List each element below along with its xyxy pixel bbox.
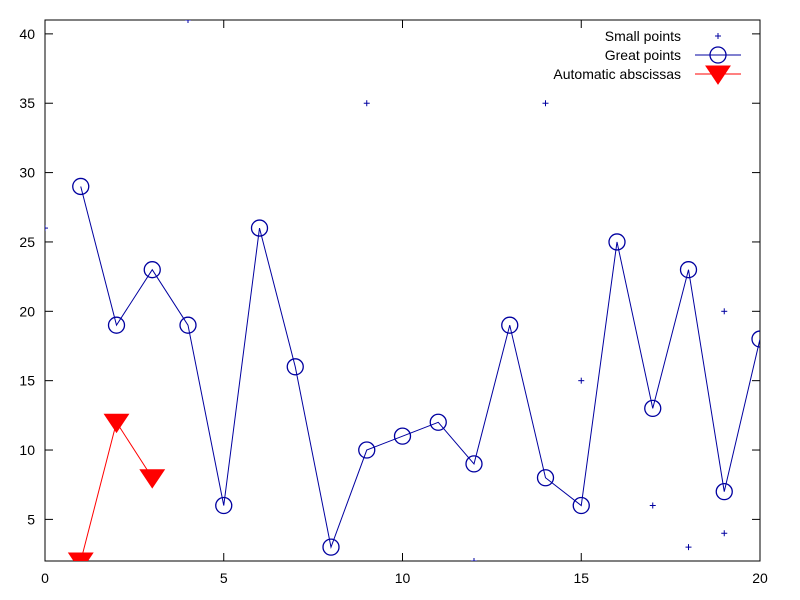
series-layer bbox=[45, 20, 760, 561]
legend: Small points Great points Automatic abscis… bbox=[553, 28, 741, 85]
great-points-line bbox=[80, 186, 760, 549]
y-tick-label: 25 bbox=[19, 234, 35, 250]
small-points-point bbox=[363, 100, 370, 107]
series-great-points bbox=[72, 177, 760, 556]
small-points-point bbox=[721, 530, 728, 537]
x-tick-label: 5 bbox=[220, 570, 228, 586]
great-points-point bbox=[751, 330, 760, 348]
great-points-point bbox=[215, 496, 233, 515]
great-points-point bbox=[250, 219, 269, 237]
automatic-abscissas-point bbox=[67, 552, 94, 561]
great-points-point bbox=[429, 413, 447, 431]
legend-label-small-points: Small points bbox=[605, 28, 681, 44]
legend-marker-great-points bbox=[709, 46, 727, 64]
y-tick-label: 5 bbox=[27, 511, 35, 527]
series-small-points bbox=[45, 20, 728, 561]
great-points-point bbox=[572, 496, 590, 515]
small-points-point bbox=[721, 308, 728, 315]
small-points-point bbox=[578, 377, 585, 384]
legend-marker-automatic-abscissas bbox=[705, 65, 731, 85]
automatic-abscissas-line bbox=[80, 421, 153, 561]
legend-label-great-points: Great points bbox=[605, 47, 681, 63]
great-points-point bbox=[536, 469, 555, 487]
great-points-point bbox=[179, 316, 197, 334]
great-points-point bbox=[465, 455, 483, 473]
x-tick-label: 0 bbox=[41, 570, 49, 586]
great-points-point bbox=[322, 538, 340, 556]
automatic-abscissas-point bbox=[103, 413, 130, 434]
y-tick-label: 15 bbox=[19, 373, 35, 389]
y-tick-label: 10 bbox=[19, 442, 35, 458]
small-points-point bbox=[649, 502, 656, 509]
great-points-point bbox=[143, 261, 161, 279]
series-automatic-abscissas bbox=[67, 413, 166, 561]
y-tick-label: 30 bbox=[19, 165, 35, 181]
y-tick-label: 40 bbox=[19, 26, 35, 42]
y-tick-label: 35 bbox=[19, 95, 35, 111]
great-points-point bbox=[715, 482, 733, 501]
small-points-point bbox=[185, 20, 191, 23]
x-tick-label: 20 bbox=[752, 570, 768, 586]
small-points-point bbox=[542, 100, 549, 107]
y-tick-label: 20 bbox=[19, 303, 35, 319]
x-tick-label: 15 bbox=[573, 570, 589, 586]
great-points-point bbox=[501, 316, 519, 334]
great-points-point bbox=[644, 399, 662, 418]
great-points-point bbox=[393, 427, 412, 445]
great-points-point bbox=[608, 233, 626, 251]
small-points-point bbox=[685, 544, 692, 551]
great-points-point bbox=[72, 177, 90, 196]
great-points-point bbox=[358, 441, 376, 459]
automatic-abscissas-point bbox=[139, 469, 166, 489]
great-points-point bbox=[107, 316, 126, 334]
x-tick-label: 10 bbox=[395, 570, 411, 586]
axis-ticks: 0 5 10 15 20 5 10 15 20 25 30 35 40 bbox=[19, 20, 768, 586]
great-points-point bbox=[286, 358, 304, 376]
small-points-point bbox=[45, 225, 48, 232]
legend-marker-small-points bbox=[715, 33, 721, 39]
legend-label-automatic-abscissas: Automatic abscissas bbox=[553, 66, 681, 82]
small-points-point bbox=[471, 558, 477, 561]
great-points-point bbox=[679, 261, 698, 279]
